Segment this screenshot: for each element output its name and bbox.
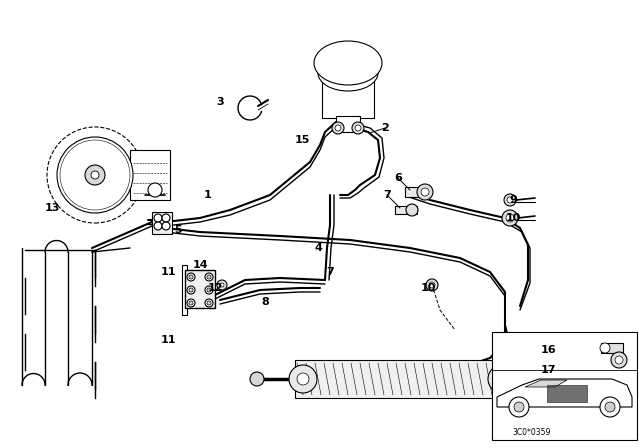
Circle shape	[91, 171, 99, 179]
Circle shape	[297, 373, 309, 385]
Circle shape	[335, 125, 341, 131]
Circle shape	[352, 122, 364, 134]
Text: 16: 16	[540, 345, 556, 355]
Circle shape	[207, 288, 211, 292]
Circle shape	[207, 275, 211, 279]
Bar	[492, 332, 637, 440]
Ellipse shape	[318, 55, 378, 91]
Circle shape	[417, 184, 433, 200]
Bar	[185, 270, 215, 308]
Circle shape	[187, 286, 195, 294]
Polygon shape	[525, 380, 567, 387]
Circle shape	[600, 397, 620, 417]
Circle shape	[63, 143, 127, 207]
Circle shape	[429, 282, 435, 288]
Circle shape	[220, 283, 224, 287]
Text: 17: 17	[540, 365, 556, 375]
Circle shape	[187, 273, 195, 281]
Ellipse shape	[314, 41, 382, 85]
Circle shape	[506, 214, 514, 222]
Text: 11: 11	[160, 267, 176, 277]
Circle shape	[47, 127, 143, 223]
Circle shape	[605, 402, 615, 412]
Circle shape	[426, 279, 438, 291]
Circle shape	[509, 397, 529, 417]
Circle shape	[162, 214, 170, 222]
Text: 6: 6	[394, 173, 402, 183]
Text: 5: 5	[174, 225, 182, 235]
Circle shape	[205, 286, 213, 294]
Text: 2: 2	[381, 123, 389, 133]
Circle shape	[154, 222, 162, 230]
Circle shape	[514, 402, 524, 412]
Circle shape	[600, 343, 610, 353]
Text: 3: 3	[216, 97, 224, 107]
Circle shape	[205, 299, 213, 307]
Polygon shape	[497, 379, 632, 407]
Circle shape	[536, 372, 550, 386]
Text: 10: 10	[506, 213, 521, 223]
Circle shape	[504, 194, 516, 206]
Circle shape	[189, 288, 193, 292]
Circle shape	[507, 197, 513, 203]
Circle shape	[189, 275, 193, 279]
Bar	[336, 116, 360, 132]
Text: 15: 15	[294, 135, 310, 145]
Circle shape	[207, 301, 211, 305]
Circle shape	[187, 299, 195, 307]
Text: 1: 1	[204, 190, 212, 200]
Polygon shape	[547, 385, 587, 402]
Bar	[395, 206, 417, 214]
Circle shape	[611, 352, 627, 368]
Circle shape	[162, 222, 170, 230]
Circle shape	[189, 301, 193, 305]
Circle shape	[289, 365, 317, 393]
Text: 8: 8	[261, 297, 269, 307]
Text: 12: 12	[207, 283, 223, 293]
Bar	[322, 78, 374, 118]
Circle shape	[421, 188, 429, 196]
Text: 9: 9	[509, 195, 517, 205]
Circle shape	[496, 373, 508, 385]
Circle shape	[355, 125, 361, 131]
Circle shape	[154, 214, 162, 222]
Circle shape	[406, 204, 418, 216]
Bar	[130, 150, 170, 200]
Text: 7: 7	[326, 267, 334, 277]
Bar	[182, 265, 187, 315]
Text: 14: 14	[192, 260, 208, 270]
Text: 10: 10	[420, 283, 436, 293]
Circle shape	[60, 140, 130, 210]
Circle shape	[217, 280, 227, 290]
Bar	[405, 187, 430, 197]
Text: 4: 4	[314, 243, 322, 253]
Circle shape	[488, 365, 516, 393]
Text: 3C0*0359: 3C0*0359	[513, 427, 551, 436]
Circle shape	[615, 356, 623, 364]
Circle shape	[57, 137, 133, 213]
Circle shape	[332, 122, 344, 134]
Text: 13: 13	[44, 203, 60, 213]
Circle shape	[205, 273, 213, 281]
Text: 11: 11	[160, 335, 176, 345]
Bar	[295, 360, 510, 398]
Bar	[601, 343, 623, 353]
Circle shape	[148, 183, 162, 197]
Circle shape	[67, 147, 123, 203]
Circle shape	[85, 165, 105, 185]
Circle shape	[250, 372, 264, 386]
Bar	[152, 212, 172, 234]
Circle shape	[502, 210, 518, 226]
Text: 7: 7	[383, 190, 391, 200]
